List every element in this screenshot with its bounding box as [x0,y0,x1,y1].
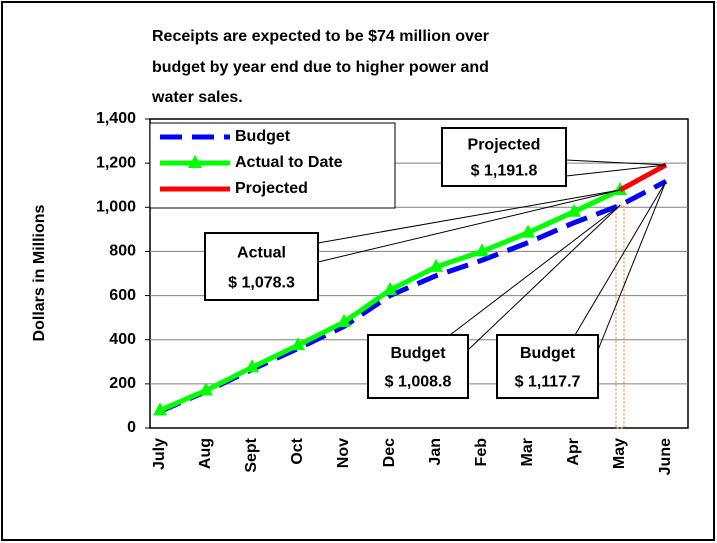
x-tick-label: July [151,438,168,470]
x-tick-label: May [611,438,628,469]
series-line [159,179,668,414]
callout-leader [574,181,667,336]
y-tick-label: 800 [109,243,136,260]
x-tick-label: Dec [381,438,398,467]
y-tick-label: 600 [109,287,136,304]
x-tick-label: Feb [473,438,490,467]
legend-label: Actual to Date [235,154,343,171]
x-tick-label: Jan [427,438,444,466]
callout-text: $ 1,117.7 [515,373,581,390]
callout-leader [597,181,667,351]
y-tick-label: 400 [109,331,136,348]
y-axis-label: Dollars in Millions [31,204,48,341]
marker [245,359,259,373]
callout-box [496,334,599,399]
marker [429,258,443,272]
marker [337,314,351,328]
legend-label: Budget [235,128,291,145]
callout-leader [317,189,621,263]
marker [291,337,305,351]
callout-leader [565,159,667,166]
marker [199,382,213,396]
x-tick-label: Mar [519,438,536,466]
marker [521,224,535,238]
x-tick-label: June [657,438,674,475]
y-tick-label: 1,200 [96,154,136,171]
legend-label: Projected [235,180,308,197]
y-tick-label: 200 [109,375,136,392]
x-tick-label: Sept [243,437,260,472]
marker [567,203,581,217]
callout-leader [317,189,621,244]
callout-text: Budget [390,345,446,362]
marker [383,282,397,296]
x-tick-label: Nov [335,438,352,468]
callout-text: Projected [468,137,541,154]
title-line: Receipts are expected to be $74 million … [152,28,489,45]
callout-leader [565,164,667,177]
series-line [618,162,668,193]
x-tick-label: Apr [565,438,582,466]
y-tick-label: 1,000 [96,199,136,216]
y-tick-label: 0 [127,419,136,436]
callout-box [204,232,319,301]
callout-box [441,127,567,187]
callout-text: Budget [520,345,576,362]
callout-text: Actual [237,244,286,261]
marker [153,402,167,416]
callout-box [367,334,469,399]
marker [475,243,489,257]
x-tick-label: Oct [289,437,306,464]
callout-leader [467,204,621,351]
callout-text: $ 1,078.3 [228,274,295,291]
callout-text: $ 1,008.8 [385,373,452,390]
callout-text: $ 1,191.8 [471,163,538,180]
title-line: budget by year end due to higher power a… [152,59,489,76]
x-tick-label: Aug [197,438,214,469]
y-tick-label: 1,400 [96,110,136,127]
callout-leader [449,204,621,336]
title-line: water sales. [151,89,243,106]
legend-marker [188,155,202,168]
